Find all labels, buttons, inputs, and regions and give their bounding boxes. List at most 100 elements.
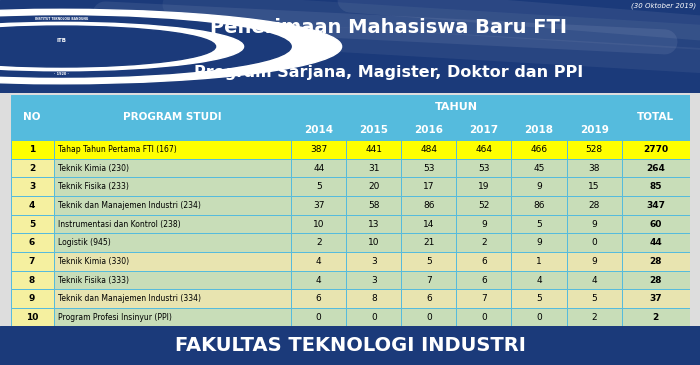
Bar (346, 215, 401, 233)
Bar (291, 119, 346, 140)
Text: 20: 20 (368, 182, 379, 191)
Circle shape (0, 22, 244, 71)
Text: 5: 5 (29, 220, 35, 228)
Text: 9: 9 (481, 220, 486, 228)
Bar (566, 233, 622, 252)
Text: 60: 60 (650, 220, 662, 228)
Bar (346, 140, 401, 159)
Text: 2: 2 (481, 238, 486, 247)
Bar (622, 271, 690, 289)
Text: 15: 15 (588, 182, 600, 191)
Text: 2018: 2018 (524, 125, 554, 135)
Text: 7: 7 (426, 276, 432, 285)
Text: 464: 464 (475, 145, 492, 154)
Text: Tahap Tahun Pertama FTI (167): Tahap Tahun Pertama FTI (167) (58, 145, 177, 154)
Text: 2: 2 (316, 238, 321, 247)
Text: Teknik Kimia (330): Teknik Kimia (330) (58, 257, 130, 266)
Bar (456, 177, 512, 196)
Bar (53, 271, 291, 289)
Text: PROGRAM STUDI: PROGRAM STUDI (123, 112, 222, 123)
Bar (346, 196, 401, 215)
Bar (291, 177, 346, 196)
Bar (53, 233, 291, 252)
Bar (53, 95, 291, 140)
Bar (10, 177, 53, 196)
Bar (456, 289, 512, 308)
Text: 2019: 2019 (580, 125, 608, 135)
Bar (401, 215, 456, 233)
Bar (456, 159, 512, 177)
Bar (291, 233, 346, 252)
Text: Penerimaan Mahasiswa Baru FTI: Penerimaan Mahasiswa Baru FTI (210, 18, 567, 38)
Bar (566, 140, 622, 159)
Text: 0: 0 (592, 238, 597, 247)
Bar (401, 233, 456, 252)
Text: Program Sarjana, Magister, Doktor dan PPI: Program Sarjana, Magister, Doktor dan PP… (194, 65, 583, 80)
Bar (512, 252, 566, 271)
Bar (456, 233, 512, 252)
Text: 9: 9 (536, 238, 542, 247)
Bar (622, 177, 690, 196)
Text: 19: 19 (478, 182, 490, 191)
Text: 10: 10 (26, 313, 38, 322)
Bar (291, 308, 346, 327)
Bar (10, 252, 53, 271)
Bar (53, 177, 291, 196)
Bar (566, 289, 622, 308)
Text: 44: 44 (313, 164, 324, 173)
Text: ITB: ITB (57, 38, 66, 43)
Bar (53, 308, 291, 327)
Text: 0: 0 (481, 313, 486, 322)
Text: 3: 3 (371, 257, 377, 266)
Text: 37: 37 (649, 294, 662, 303)
Text: 0: 0 (316, 313, 321, 322)
Bar (10, 289, 53, 308)
Text: 466: 466 (531, 145, 547, 154)
Text: 17: 17 (423, 182, 435, 191)
Text: 4: 4 (316, 257, 321, 266)
Circle shape (0, 26, 216, 67)
Text: 7: 7 (29, 257, 35, 266)
Bar (291, 252, 346, 271)
Text: 28: 28 (589, 201, 600, 210)
Text: 9: 9 (536, 182, 542, 191)
Bar (53, 140, 291, 159)
Text: 1: 1 (29, 145, 35, 154)
Bar (10, 95, 53, 140)
Text: 0: 0 (536, 313, 542, 322)
Bar (566, 159, 622, 177)
Bar (456, 271, 512, 289)
Text: 3: 3 (371, 276, 377, 285)
Text: 9: 9 (592, 220, 597, 228)
Text: 2: 2 (592, 313, 597, 322)
Text: Logistik (945): Logistik (945) (58, 238, 111, 247)
Bar (401, 177, 456, 196)
Text: 5: 5 (536, 294, 542, 303)
Text: 8: 8 (29, 276, 35, 285)
Bar (566, 177, 622, 196)
Text: (30 Oktober 2019): (30 Oktober 2019) (631, 3, 696, 9)
Text: Teknik dan Manajemen Industri (234): Teknik dan Manajemen Industri (234) (58, 201, 201, 210)
Text: 37: 37 (313, 201, 324, 210)
Bar (401, 140, 456, 159)
Text: 10: 10 (313, 220, 324, 228)
Text: 9: 9 (29, 294, 35, 303)
Text: 4: 4 (316, 276, 321, 285)
Text: FAKULTAS TEKNOLOGI INDUSTRI: FAKULTAS TEKNOLOGI INDUSTRI (174, 336, 526, 355)
Bar (401, 252, 456, 271)
Bar (401, 271, 456, 289)
Text: TAHUN: TAHUN (435, 102, 478, 112)
Text: 45: 45 (533, 164, 545, 173)
Bar (456, 119, 512, 140)
Bar (512, 196, 566, 215)
Bar (53, 159, 291, 177)
Text: 5: 5 (316, 182, 321, 191)
Bar (512, 308, 566, 327)
Text: 441: 441 (365, 145, 382, 154)
Bar (10, 233, 53, 252)
Text: Program Profesi Insinyur (PPI): Program Profesi Insinyur (PPI) (58, 313, 172, 322)
Bar (512, 289, 566, 308)
Text: 28: 28 (650, 276, 662, 285)
Text: TOTAL: TOTAL (637, 112, 674, 123)
Text: 4: 4 (29, 201, 35, 210)
